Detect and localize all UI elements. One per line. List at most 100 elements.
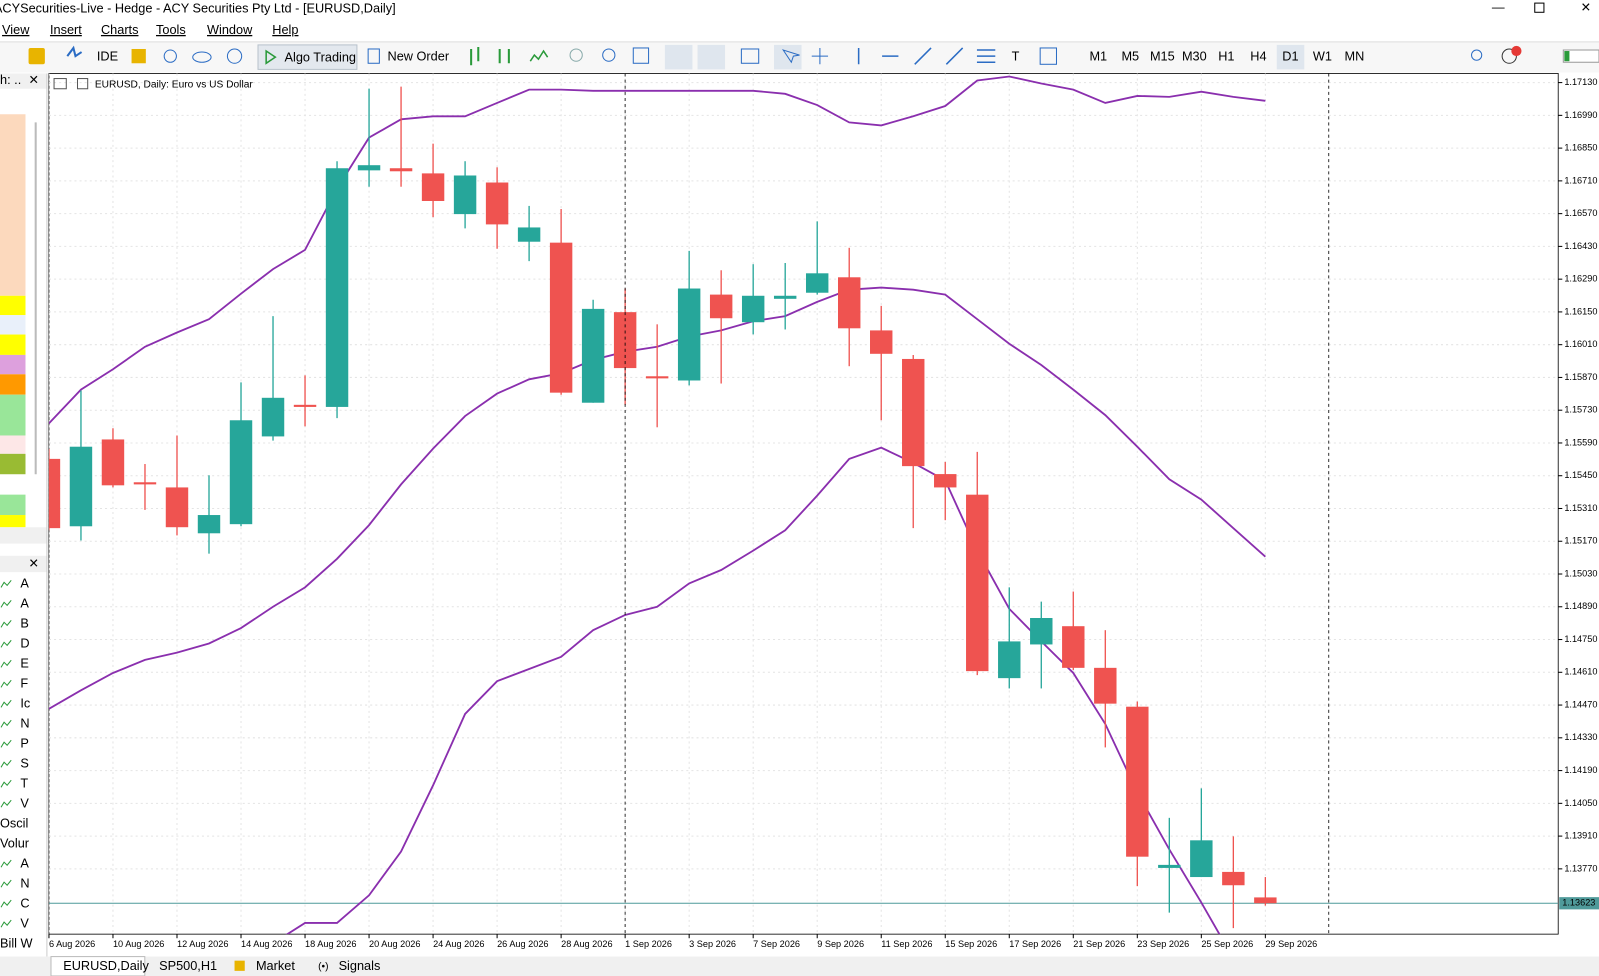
candle-body (870, 330, 893, 354)
timeframe[interactable]: M5 (1121, 49, 1139, 64)
navigator-item[interactable]: F (20, 676, 28, 691)
candle-body (517, 227, 541, 242)
navigator-item[interactable]: C (20, 896, 29, 911)
x-tick-label: 11 Sep 2026 (881, 939, 932, 949)
restore[interactable] (1534, 2, 1545, 13)
timeframe[interactable]: D1 (1282, 49, 1298, 64)
menu-item[interactable]: Insert (50, 22, 82, 37)
toolbar-button[interactable]: New Order (388, 49, 450, 64)
icon[interactable] (66, 45, 83, 58)
icon: (•) (318, 961, 328, 972)
tab[interactable]: SP500,H1 (159, 958, 217, 973)
icon[interactable] (697, 44, 726, 70)
window-title: ACYSecurities-Live - Hedge - ACY Securit… (0, 1, 396, 16)
tab[interactable]: Signals (339, 958, 381, 973)
icon[interactable] (529, 49, 549, 62)
icon[interactable] (192, 51, 212, 63)
candle-body (645, 376, 669, 379)
timeframe[interactable]: H1 (1218, 49, 1234, 64)
icon[interactable] (857, 47, 996, 65)
menu-item[interactable]: Charts (101, 22, 139, 37)
navigator-item[interactable]: S (20, 756, 29, 771)
y-tick-label: 1.15450 (1564, 470, 1597, 480)
navigator-item[interactable]: N (20, 716, 29, 731)
navigator-item[interactable]: E (20, 656, 29, 671)
icon[interactable] (28, 47, 45, 65)
icon[interactable] (131, 48, 146, 64)
navigator-item[interactable]: V (20, 796, 29, 811)
candle-body (421, 173, 445, 201)
indicator-icon (0, 779, 12, 788)
candle-body (1254, 897, 1277, 904)
candle-body (197, 515, 221, 534)
candle-body (677, 288, 701, 381)
menu-item[interactable]: Help (272, 22, 298, 37)
candle-body (998, 641, 1021, 679)
timeframe[interactable]: MN (1345, 49, 1365, 64)
toolbar-button[interactable]: IDE (97, 49, 118, 64)
menu-item[interactable]: Window (207, 22, 253, 37)
y-tick-label: 1.14890 (1564, 601, 1597, 611)
icon[interactable] (664, 44, 693, 70)
timeframe[interactable]: W1 (1313, 49, 1332, 64)
navigator-item[interactable]: Oscil (0, 816, 28, 831)
icon[interactable] (1039, 47, 1057, 65)
toolbar-button[interactable]: Algo Trading (285, 50, 357, 65)
navigator-item[interactable]: V (20, 916, 29, 931)
y-tick-label: 1.16570 (1564, 208, 1597, 218)
y-tick-label: 1.16850 (1564, 143, 1597, 153)
y-tick-label: 1.16150 (1564, 306, 1597, 316)
navigator-item[interactable]: D (20, 636, 29, 651)
icon[interactable] (632, 47, 650, 64)
timeframe[interactable]: H4 (1250, 49, 1266, 64)
x-tick-label: 26 Aug 2026 (497, 939, 548, 949)
panel-scroll[interactable] (0, 527, 47, 544)
candle-body (773, 295, 797, 299)
navigator-item[interactable]: T (20, 776, 28, 791)
timeframe[interactable]: M1 (1089, 49, 1107, 64)
candle-body (1094, 667, 1117, 704)
icon[interactable] (811, 47, 829, 65)
menu-item[interactable]: Tools (156, 22, 186, 37)
indicator-icon (0, 919, 12, 928)
panel-close[interactable]: ✕ (29, 555, 40, 570)
candle-body (1126, 706, 1149, 857)
icon[interactable] (569, 48, 583, 62)
close[interactable]: ✕ (1581, 0, 1592, 15)
candle-body (709, 294, 733, 319)
timeframe[interactable]: M30 (1182, 49, 1207, 64)
signal-meter (1562, 49, 1599, 63)
signal-level (1564, 51, 1570, 62)
navigator-item[interactable]: Ic (20, 696, 31, 711)
x-tick-label: 23 Sep 2026 (1137, 939, 1189, 949)
panel-close[interactable]: ✕ (29, 72, 40, 87)
icon[interactable] (226, 48, 243, 64)
timeframe[interactable]: M15 (1150, 49, 1175, 64)
navigator-item[interactable]: A (20, 576, 29, 591)
minimize[interactable]: — (1492, 0, 1505, 15)
x-tick-label: 25 Sep 2026 (1201, 939, 1253, 949)
search[interactable] (1471, 49, 1483, 61)
active-timeframe (1276, 44, 1305, 70)
icon[interactable] (163, 49, 177, 63)
x-tick-label: 3 Sep 2026 (689, 939, 736, 949)
navigator-item[interactable]: Bill W (0, 936, 33, 951)
plot-area (48, 73, 1559, 935)
navigator-item[interactable]: A (20, 856, 29, 871)
menu-item[interactable]: View (2, 22, 30, 37)
icon[interactable] (367, 48, 380, 64)
tab[interactable]: Market (256, 958, 295, 973)
indicator-icon (0, 759, 12, 768)
navigator-item[interactable]: B (20, 616, 29, 631)
icon[interactable] (602, 48, 616, 62)
icon[interactable] (740, 48, 760, 64)
tab[interactable]: EURUSD,Daily (63, 958, 149, 973)
icon[interactable] (470, 46, 510, 66)
navigator-item[interactable]: P (20, 736, 29, 751)
navigator-item[interactable]: Volur (0, 836, 30, 851)
navigator-item[interactable]: A (20, 596, 29, 611)
chart-label: EURUSD, Daily: Euro vs US Dollar (95, 79, 254, 90)
navigator-item[interactable]: N (20, 876, 29, 891)
icon[interactable]: T (1012, 49, 1020, 64)
